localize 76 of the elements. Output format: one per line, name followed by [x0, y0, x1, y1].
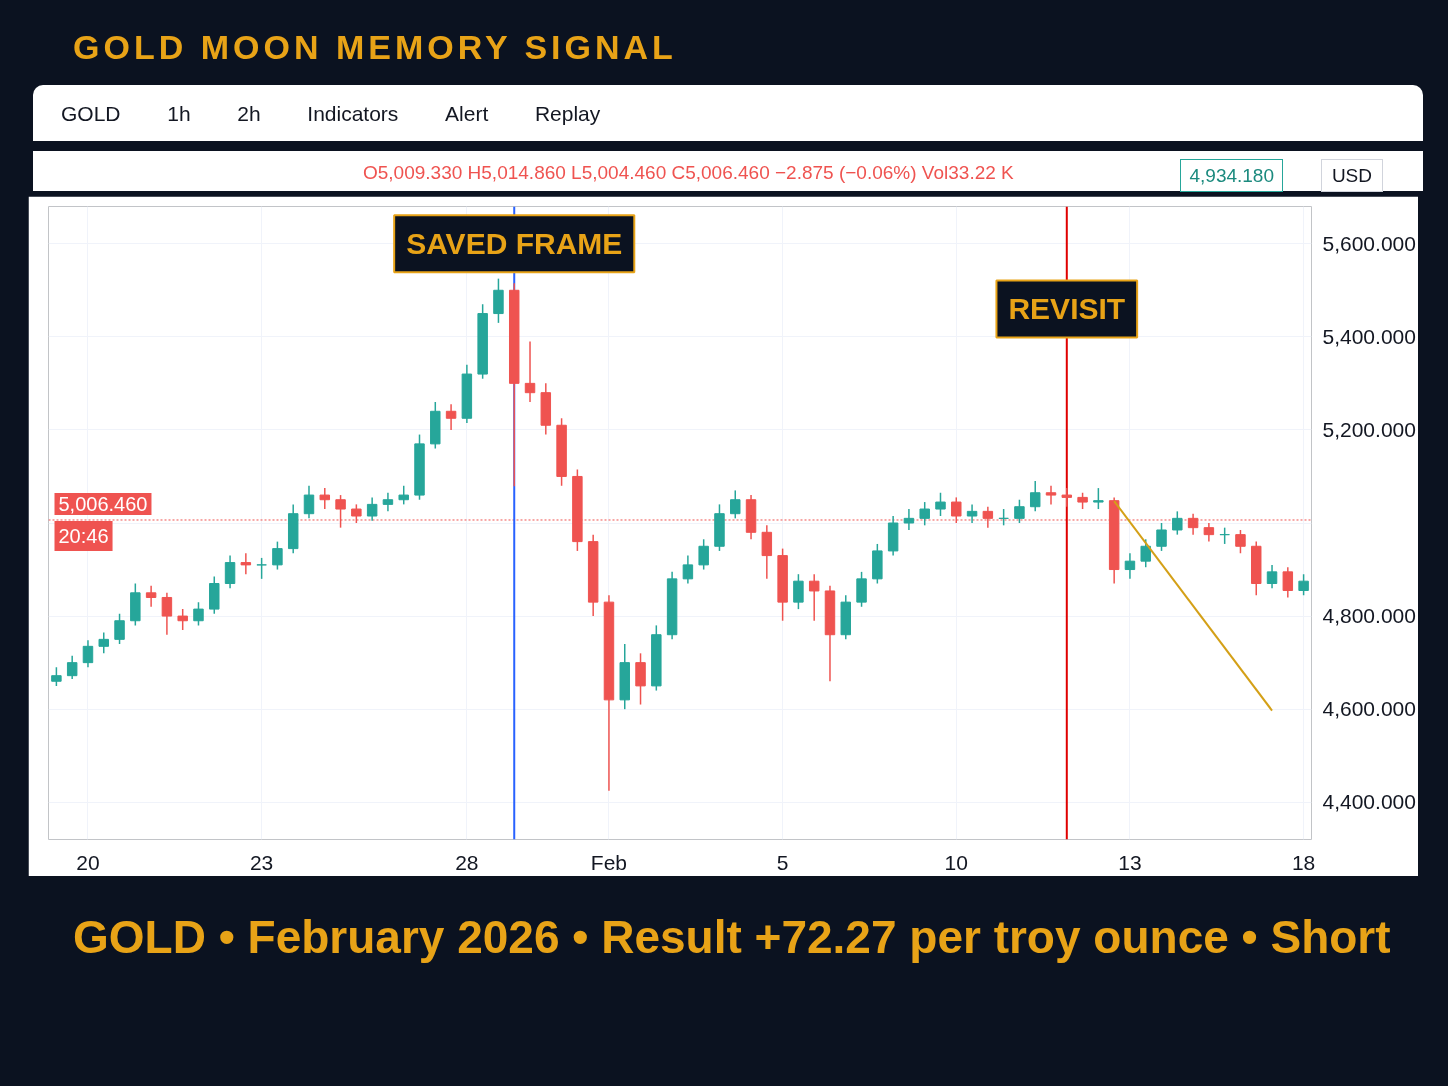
x-tick-label: 5 [776, 850, 789, 874]
candlestick [808, 573, 820, 622]
candlestick [903, 508, 915, 531]
candlestick [193, 601, 204, 627]
y-tick-label: 5,600.000 [1322, 231, 1416, 255]
candlestick [177, 608, 188, 631]
text: Alert [445, 102, 489, 125]
y-tick-label: 4,800.000 [1322, 604, 1416, 628]
candlestick [382, 492, 394, 513]
candlestick [1045, 485, 1057, 506]
candlestick [1156, 522, 1167, 552]
candlestick [730, 489, 741, 520]
candlestick [1282, 566, 1294, 599]
y-tick-label: 4,600.000 [1322, 697, 1416, 721]
x-tick-label: 28 [455, 850, 479, 874]
candlestick [319, 487, 331, 510]
candlestick [398, 485, 409, 506]
candlestick [51, 666, 62, 687]
candlestick [635, 652, 646, 706]
candlestick [856, 571, 867, 608]
y-tick-label: 4,400.000 [1322, 790, 1416, 814]
candlestick [493, 277, 504, 324]
text: USD [1320, 159, 1383, 193]
candlestick [1298, 573, 1309, 596]
text: 4,934.180 [1180, 159, 1283, 193]
x-tick-label: 13 [1118, 850, 1142, 874]
candlestick [935, 492, 946, 517]
candlestick [524, 340, 536, 403]
x-tick-label: 23 [249, 850, 274, 874]
text: 2h [237, 102, 261, 125]
y-tick-label: 5,400.000 [1322, 324, 1416, 348]
candlestick [1266, 564, 1278, 589]
candlestick [1029, 480, 1041, 513]
annotation: 20:46 [58, 524, 109, 547]
x-tick-label: 20 [76, 850, 100, 874]
text: GOLD [61, 102, 121, 125]
candlestick [114, 613, 125, 645]
candlestick [66, 654, 78, 680]
candlestick [82, 639, 94, 669]
text: O5,009.330 H5,014.860 L5,004.460 C5,006.460 −2.875 (−0.06%) Vol33.22 K [363, 162, 1014, 183]
candlestick [698, 538, 709, 571]
chart-title: GOLD MOON MEMORY SIGNAL [73, 27, 677, 68]
candlestick [682, 554, 694, 585]
candlestick [256, 557, 267, 580]
candlestick [1093, 487, 1104, 510]
candlestick [1172, 510, 1183, 536]
text: Indicators [307, 102, 399, 125]
x-tick-label: 10 [944, 850, 968, 874]
candlestick [445, 403, 457, 431]
annotation: REVISIT [1008, 292, 1126, 326]
candlestick [1014, 498, 1025, 524]
candlestick [793, 573, 804, 610]
candlestick [1124, 552, 1136, 580]
candlestick [1140, 538, 1151, 568]
candlestick [240, 552, 252, 575]
annotation: SAVED FRAME [406, 227, 623, 261]
candlestick [161, 592, 173, 636]
x-tick-label: Feb [590, 850, 628, 874]
candlestick [966, 503, 978, 524]
text: 1h [167, 102, 191, 125]
candlestick [761, 524, 773, 580]
candlestick [303, 485, 315, 520]
candlestick [145, 585, 157, 608]
candlestick [224, 554, 236, 589]
candlestick [1235, 529, 1246, 554]
text: Replay [534, 102, 601, 125]
x-tick-label: 18 [1291, 850, 1316, 874]
candlestick [272, 540, 283, 571]
candlestick [1061, 487, 1073, 508]
candlestick [919, 501, 930, 527]
ref-line-label: 5,006.460 [58, 492, 148, 515]
candlestick [98, 631, 109, 655]
candlestick [366, 496, 378, 522]
y-tick-label: 5,200.000 [1322, 417, 1416, 441]
candlestick [1203, 522, 1215, 543]
text: GOLD • February 2026 • Result +72.27 per troy ounce • Short [73, 910, 1391, 965]
